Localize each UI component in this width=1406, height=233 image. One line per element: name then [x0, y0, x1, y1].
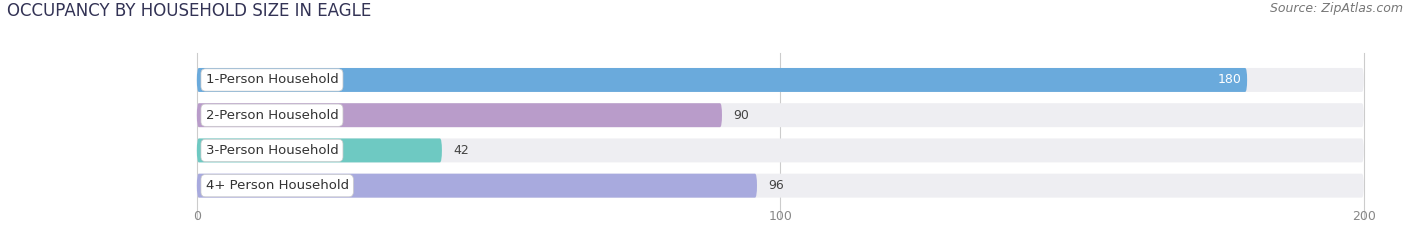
FancyBboxPatch shape	[197, 68, 1364, 92]
Text: 90: 90	[734, 109, 749, 122]
Text: 1-Person Household: 1-Person Household	[205, 73, 339, 86]
FancyBboxPatch shape	[197, 174, 1364, 198]
FancyBboxPatch shape	[197, 138, 1364, 162]
Text: 42: 42	[454, 144, 470, 157]
FancyBboxPatch shape	[197, 103, 723, 127]
Text: 4+ Person Household: 4+ Person Household	[205, 179, 349, 192]
Text: 96: 96	[769, 179, 785, 192]
Text: 2-Person Household: 2-Person Household	[205, 109, 339, 122]
FancyBboxPatch shape	[197, 68, 1247, 92]
Text: OCCUPANCY BY HOUSEHOLD SIZE IN EAGLE: OCCUPANCY BY HOUSEHOLD SIZE IN EAGLE	[7, 2, 371, 20]
Text: Source: ZipAtlas.com: Source: ZipAtlas.com	[1270, 2, 1403, 15]
Text: 180: 180	[1218, 73, 1241, 86]
Text: 3-Person Household: 3-Person Household	[205, 144, 339, 157]
FancyBboxPatch shape	[197, 138, 441, 162]
FancyBboxPatch shape	[197, 103, 1364, 127]
FancyBboxPatch shape	[197, 174, 756, 198]
